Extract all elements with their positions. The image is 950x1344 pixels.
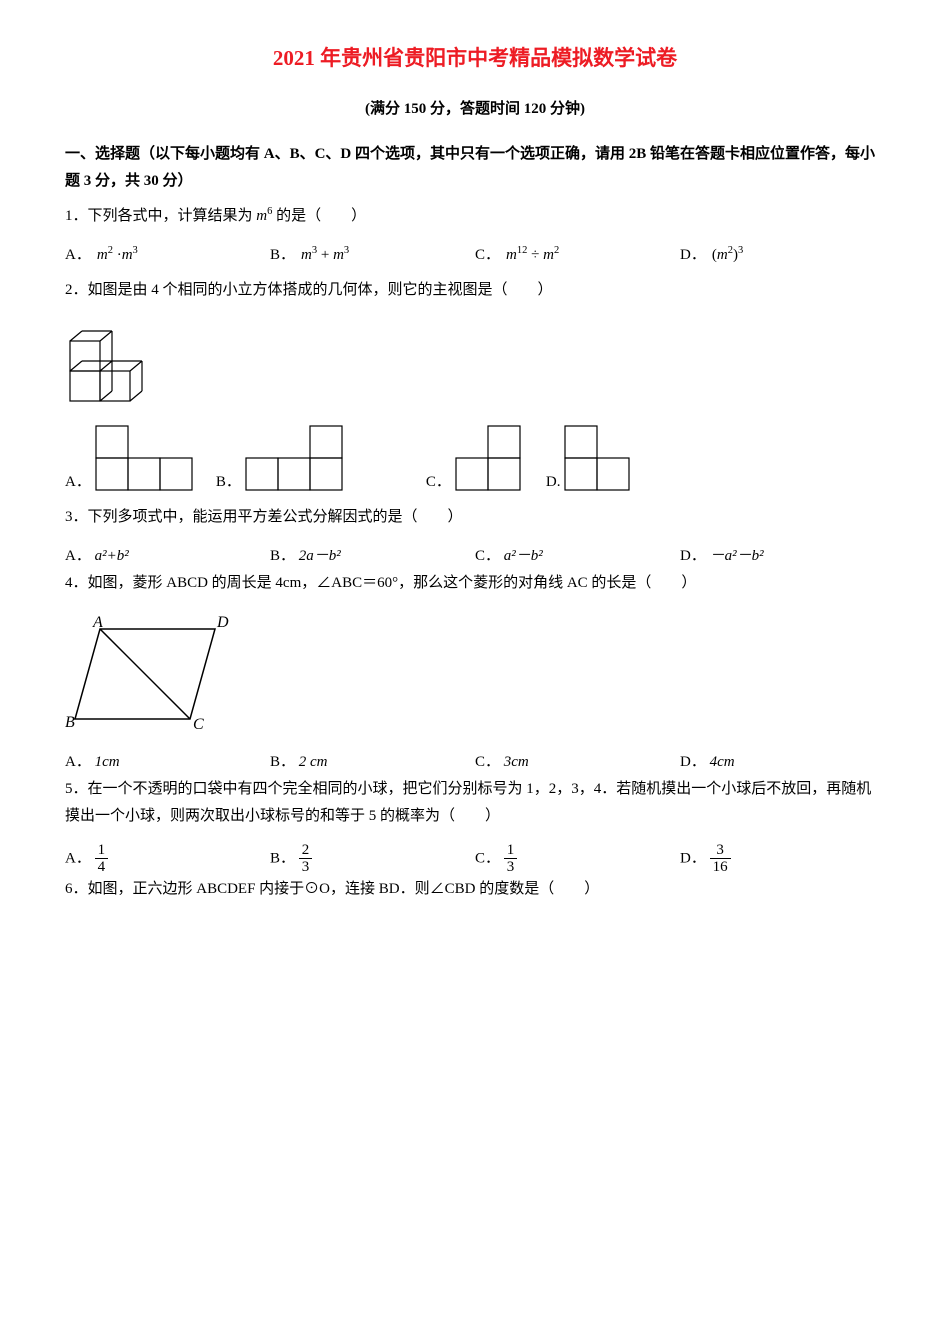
q1-options: A． m2 ·m3 B． m3 + m3 C． m12 ÷ m2 D． (m2)… <box>65 242 885 269</box>
question-1: 1．下列各式中，计算结果为 m6 的是（ ） <box>65 203 885 230</box>
section-1-header: 一、选择题（以下每小题均有 A、B、C、D 四个选项，其中只有一个选项正确，请用… <box>65 141 885 195</box>
q3-optA-label: A． <box>65 548 91 564</box>
cube-3d-icon <box>65 316 150 411</box>
q5-option-d: D． 3 16 <box>680 842 885 876</box>
q5-optC-den: 3 <box>504 859 518 876</box>
q2-optD-svg <box>560 421 635 496</box>
q5-optD-num: 3 <box>710 842 731 860</box>
q4-pt-D: D <box>216 614 229 631</box>
q3-optC-expr: a²－b² <box>504 548 543 564</box>
q4-optB-label: B． <box>270 754 295 770</box>
q3-optD-expr: －a²－b² <box>710 548 764 564</box>
question-6: 6．如图，正六边形 ABCDEF 内接于⊙O，连接 BD．则∠CBD 的度数是（… <box>65 876 885 903</box>
q4-optC-val: 3cm <box>504 754 529 770</box>
q4-pt-B: B <box>65 714 75 731</box>
q4-optC-label: C． <box>475 754 500 770</box>
q4-option-d: D． 4cm <box>680 749 885 776</box>
q4-rhombus-figure: A D B C <box>65 609 885 739</box>
q1-optA-expr: m2 ·m3 <box>97 242 138 269</box>
q4-option-c: C． 3cm <box>475 749 680 776</box>
q4-optA-val: 1cm <box>95 754 120 770</box>
q5-optC-label: C． <box>475 850 500 866</box>
q1-option-b: B． m3 + m3 <box>270 242 475 269</box>
q5-optC-num: 1 <box>504 842 518 860</box>
q3-option-d: D． －a²－b² <box>680 543 885 570</box>
q5-option-b: B． 2 3 <box>270 842 475 876</box>
q3-options: A． a²+b² B． 2a－b² C． a²－b² D． －a²－b² <box>65 543 885 570</box>
q5-options: A． 1 4 B． 2 3 C． 1 3 D． 3 16 <box>65 842 885 876</box>
q2-optB-svg <box>241 421 346 496</box>
q2-labelA: A． <box>65 469 91 496</box>
q3-option-b: B． 2a－b² <box>270 543 475 570</box>
q3-optA-expr: a²+b² <box>95 548 129 564</box>
exam-title: 2021 年贵州省贵阳市中考精品模拟数学试卷 <box>65 40 885 78</box>
q5-optB-label: B． <box>270 850 295 866</box>
q4-optD-label: D． <box>680 754 706 770</box>
q5-option-c: C． 1 3 <box>475 842 680 876</box>
q2-option-d: D. <box>546 421 636 496</box>
q2-optC-svg <box>451 421 526 496</box>
rhombus-svg: A D B C <box>65 609 245 739</box>
question-4: 4．如图，菱形 ABCD 的周长是 4cm，∠ABC＝60°，那么这个菱形的对角… <box>65 570 885 597</box>
q1-optD-expr: (m2)3 <box>712 242 743 269</box>
q2-option-c: C． <box>426 421 526 496</box>
q2-options: A． B． C． <box>65 421 885 496</box>
q5-optB-num: 2 <box>299 842 313 860</box>
q1-optC-label: C． <box>475 242 500 269</box>
q5-optA-num: 1 <box>95 842 109 860</box>
q4-pt-C: C <box>193 716 204 733</box>
q5-optA-label: A． <box>65 850 91 866</box>
q3-optB-expr: 2a－b² <box>299 548 341 564</box>
q2-labelB: B． <box>216 469 241 496</box>
q5-option-a: A． 1 4 <box>65 842 270 876</box>
q5-optB-den: 3 <box>299 859 313 876</box>
q5-optD-label: D． <box>680 850 706 866</box>
q2-option-a: A． <box>65 421 196 496</box>
q3-optC-label: C． <box>475 548 500 564</box>
q2-labelD: D. <box>546 469 561 496</box>
q4-options: A． 1cm B． 2 cm C． 3cm D． 4cm <box>65 749 885 776</box>
q1-text-suffix: 的是（ ） <box>276 208 366 224</box>
q4-optD-val: 4cm <box>710 754 735 770</box>
q5-optB-frac: 2 3 <box>299 842 313 876</box>
q1-optB-label: B． <box>270 242 295 269</box>
q3-option-a: A． a²+b² <box>65 543 270 570</box>
q2-cube-figure <box>65 316 885 411</box>
q3-optD-label: D． <box>680 548 706 564</box>
q1-option-d: D． (m2)3 <box>680 242 885 269</box>
question-3: 3．下列多项式中，能运用平方差公式分解因式的是（ ） <box>65 504 885 531</box>
q3-option-c: C． a²－b² <box>475 543 680 570</box>
q1-text-prefix: 1．下列各式中，计算结果为 <box>65 208 253 224</box>
q5-optD-den: 16 <box>710 859 731 876</box>
q1-optB-expr: m3 + m3 <box>301 242 349 269</box>
q4-pt-A: A <box>92 614 103 631</box>
q1-math-m6: m6 <box>256 208 272 224</box>
q5-optA-frac: 1 4 <box>95 842 109 876</box>
q1-optD-label: D． <box>680 242 706 269</box>
q4-optA-label: A． <box>65 754 91 770</box>
q1-optC-expr: m12 ÷ m2 <box>506 242 559 269</box>
q1-option-a: A． m2 ·m3 <box>65 242 270 269</box>
q1-option-c: C． m12 ÷ m2 <box>475 242 680 269</box>
question-5: 5．在一个不透明的口袋中有四个完全相同的小球，把它们分别标号为 1，2，3，4．… <box>65 776 885 830</box>
q3-optB-label: B． <box>270 548 295 564</box>
exam-subtitle: (满分 150 分，答题时间 120 分钟) <box>65 96 885 123</box>
q5-optC-frac: 1 3 <box>504 842 518 876</box>
q2-option-b: B． <box>216 421 346 496</box>
question-2: 2．如图是由 4 个相同的小立方体搭成的几何体，则它的主视图是（ ） <box>65 277 885 304</box>
q2-labelC: C． <box>426 469 451 496</box>
q4-option-b: B． 2 cm <box>270 749 475 776</box>
q5-optD-frac: 3 16 <box>710 842 731 876</box>
q2-optA-svg <box>91 421 196 496</box>
q4-option-a: A． 1cm <box>65 749 270 776</box>
q1-optA-label: A． <box>65 242 91 269</box>
q5-optA-den: 4 <box>95 859 109 876</box>
q4-optB-val: 2 cm <box>299 754 328 770</box>
